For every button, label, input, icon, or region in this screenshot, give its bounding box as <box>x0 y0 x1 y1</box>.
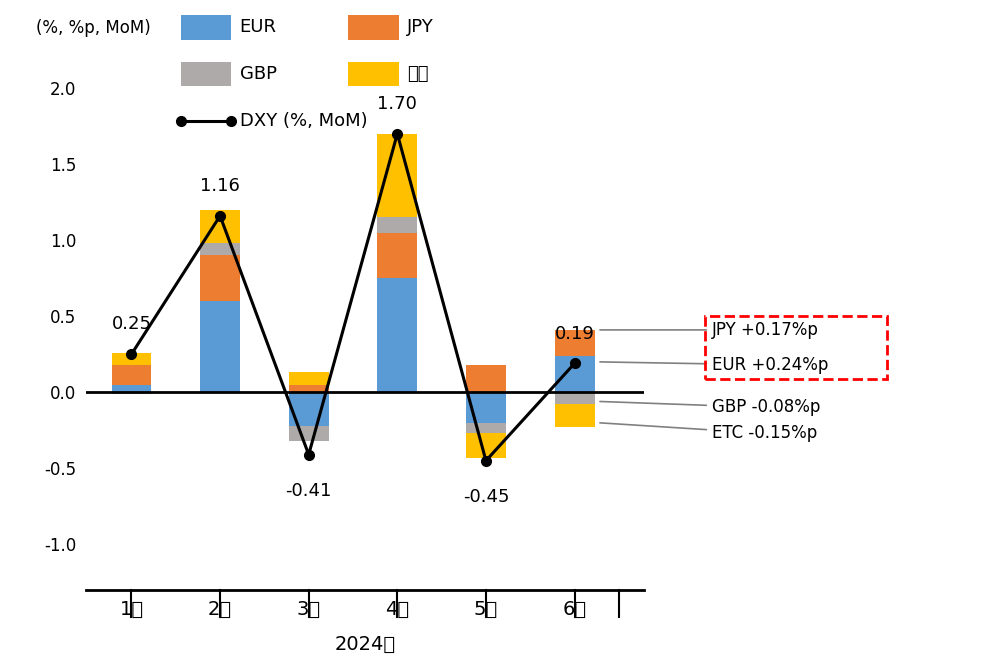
Bar <box>200 301 240 393</box>
Text: GBP -0.08%p: GBP -0.08%p <box>600 399 821 417</box>
Bar <box>200 256 240 301</box>
Bar <box>112 353 151 365</box>
Bar <box>377 134 417 217</box>
Text: -0.41: -0.41 <box>286 482 332 501</box>
X-axis label: 2024년: 2024년 <box>335 635 395 654</box>
Text: 0.25: 0.25 <box>112 315 151 333</box>
Bar <box>200 210 240 243</box>
Bar <box>181 15 231 40</box>
Bar <box>466 365 506 393</box>
Bar <box>289 425 329 441</box>
Bar <box>555 405 595 427</box>
Bar <box>466 393 506 423</box>
Bar <box>289 393 329 425</box>
Text: -0.45: -0.45 <box>463 488 509 507</box>
Text: DXY (%, MoM): DXY (%, MoM) <box>240 111 368 130</box>
Bar <box>349 15 398 40</box>
Bar <box>112 365 151 384</box>
Text: JPY: JPY <box>407 18 434 36</box>
Bar <box>377 233 417 278</box>
Bar <box>200 243 240 256</box>
Text: GBP: GBP <box>240 65 277 83</box>
Bar <box>181 62 231 87</box>
Bar <box>112 393 151 394</box>
Bar <box>466 423 506 433</box>
Text: JPY +0.17%p: JPY +0.17%p <box>600 321 819 339</box>
Bar <box>555 356 595 393</box>
Bar <box>289 384 329 393</box>
Bar <box>112 384 151 393</box>
Bar <box>349 62 398 87</box>
Bar <box>555 330 595 356</box>
Bar <box>466 433 506 458</box>
Bar <box>289 372 329 384</box>
Text: EUR +0.24%p: EUR +0.24%p <box>600 356 829 374</box>
Bar <box>377 217 417 233</box>
Bar <box>555 393 595 405</box>
Text: 0.19: 0.19 <box>555 325 595 342</box>
Text: 기타: 기타 <box>407 65 428 83</box>
Bar <box>377 278 417 393</box>
Text: EUR: EUR <box>240 18 277 36</box>
Text: (%, %p, MoM): (%, %p, MoM) <box>36 19 150 37</box>
Text: 1.70: 1.70 <box>377 95 417 113</box>
Text: ETC -0.15%p: ETC -0.15%p <box>600 423 817 442</box>
Text: 1.16: 1.16 <box>200 177 240 195</box>
